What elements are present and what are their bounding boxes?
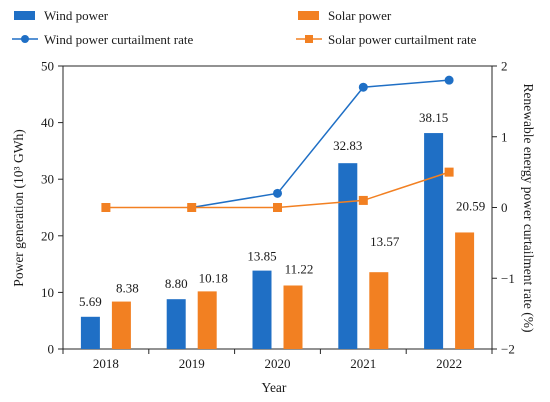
x-tick-label: 2018 — [93, 356, 119, 371]
bars — [80, 133, 475, 349]
solar-curtailment-point-2022 — [444, 167, 454, 177]
y-tick-label: 0 — [48, 342, 55, 357]
y2-tick-label: 2 — [501, 59, 508, 74]
legend-marker-wind-curtailment — [21, 35, 29, 43]
wind-power-bar-2021 — [338, 163, 358, 349]
wind-curtailment-point-2020 — [273, 188, 282, 198]
wind-power-bar-2018 — [80, 316, 100, 349]
solar-power-value-2020: 11.22 — [285, 261, 314, 276]
legend: Wind power Solar power Wind power curtai… — [12, 8, 477, 47]
wind-power-value-2019: 8.80 — [165, 276, 188, 291]
solar-curtailment-point-2020 — [273, 203, 282, 212]
solar-curtailment-point-2018 — [101, 203, 111, 212]
solar-power-value-2021: 13.57 — [370, 234, 400, 249]
curtailment-lines — [101, 75, 454, 212]
legend-label-solar-power: Solar power — [328, 8, 392, 23]
legend-label-wind-power: Wind power — [44, 8, 109, 23]
y2-tick-label: −1 — [501, 271, 515, 286]
solar-power-value-2019: 10.18 — [199, 270, 228, 285]
y-tick-label: 10 — [41, 285, 54, 300]
y2-tick-label: 1 — [501, 129, 508, 144]
x-tick-label: 2022 — [436, 356, 462, 371]
axes: 0 10 20 30 40 50 −2 −1 0 1 2 2018 2019 2020 2021 2022 — [41, 59, 515, 372]
wind-curtailment-point-2022 — [444, 75, 454, 85]
legend-label-solar-curtailment: Solar power curtailment rate — [328, 32, 477, 47]
wind-power-bar-2019 — [166, 299, 186, 349]
solar-power-bar-2019 — [197, 291, 217, 349]
solar-power-bar-2020 — [283, 285, 303, 349]
solar-power-bar-2022 — [455, 232, 475, 349]
y-tick-label: 40 — [41, 115, 54, 130]
wind-power-bar-2020 — [252, 270, 272, 349]
y-tick-label: 30 — [41, 172, 54, 187]
solar-power-bar-2018 — [111, 301, 131, 349]
legend-swatch-solar-power — [298, 11, 319, 20]
wind-power-value-2021: 32.83 — [333, 138, 362, 153]
solar-power-bar-2021 — [369, 272, 389, 349]
x-tick-label: 2019 — [179, 356, 205, 371]
wind-power-value-2020: 13.85 — [247, 249, 276, 264]
data-labels: 5.69 8.80 13.85 32.83 38.15 8.38 10.18 11.22 13.… — [79, 110, 485, 309]
y2-axis-title: Renewable energy power curtailment rate … — [521, 83, 536, 332]
wind-power-value-2018: 5.69 — [79, 294, 102, 309]
solar-curtailment-point-2019 — [187, 203, 197, 212]
y-tick-label: 50 — [41, 59, 54, 74]
solar-power-value-2018: 8.38 — [116, 281, 139, 296]
wind-curtailment-point-2021 — [358, 82, 368, 92]
wind-power-value-2022: 38.15 — [419, 110, 448, 125]
x-axis-title: Year — [262, 380, 287, 395]
wind-curtailment-line — [191, 79, 450, 209]
wind-power-bar-2022 — [424, 133, 444, 349]
y2-tick-label: −2 — [501, 342, 515, 357]
y-axis-title: Power generation (10³ GWh) — [11, 129, 26, 286]
solar-curtailment-point-2021 — [358, 195, 368, 205]
legend-label-wind-curtailment: Wind power curtailment rate — [44, 32, 194, 47]
x-tick-label: 2020 — [265, 356, 291, 371]
y2-tick-label: 0 — [501, 200, 508, 215]
y-tick-label: 20 — [41, 228, 54, 243]
solar-power-value-2022: 20.59 — [456, 198, 485, 213]
x-tick-label: 2021 — [350, 356, 376, 371]
legend-marker-solar-curtailment — [305, 35, 313, 43]
legend-swatch-wind-power — [14, 11, 35, 20]
